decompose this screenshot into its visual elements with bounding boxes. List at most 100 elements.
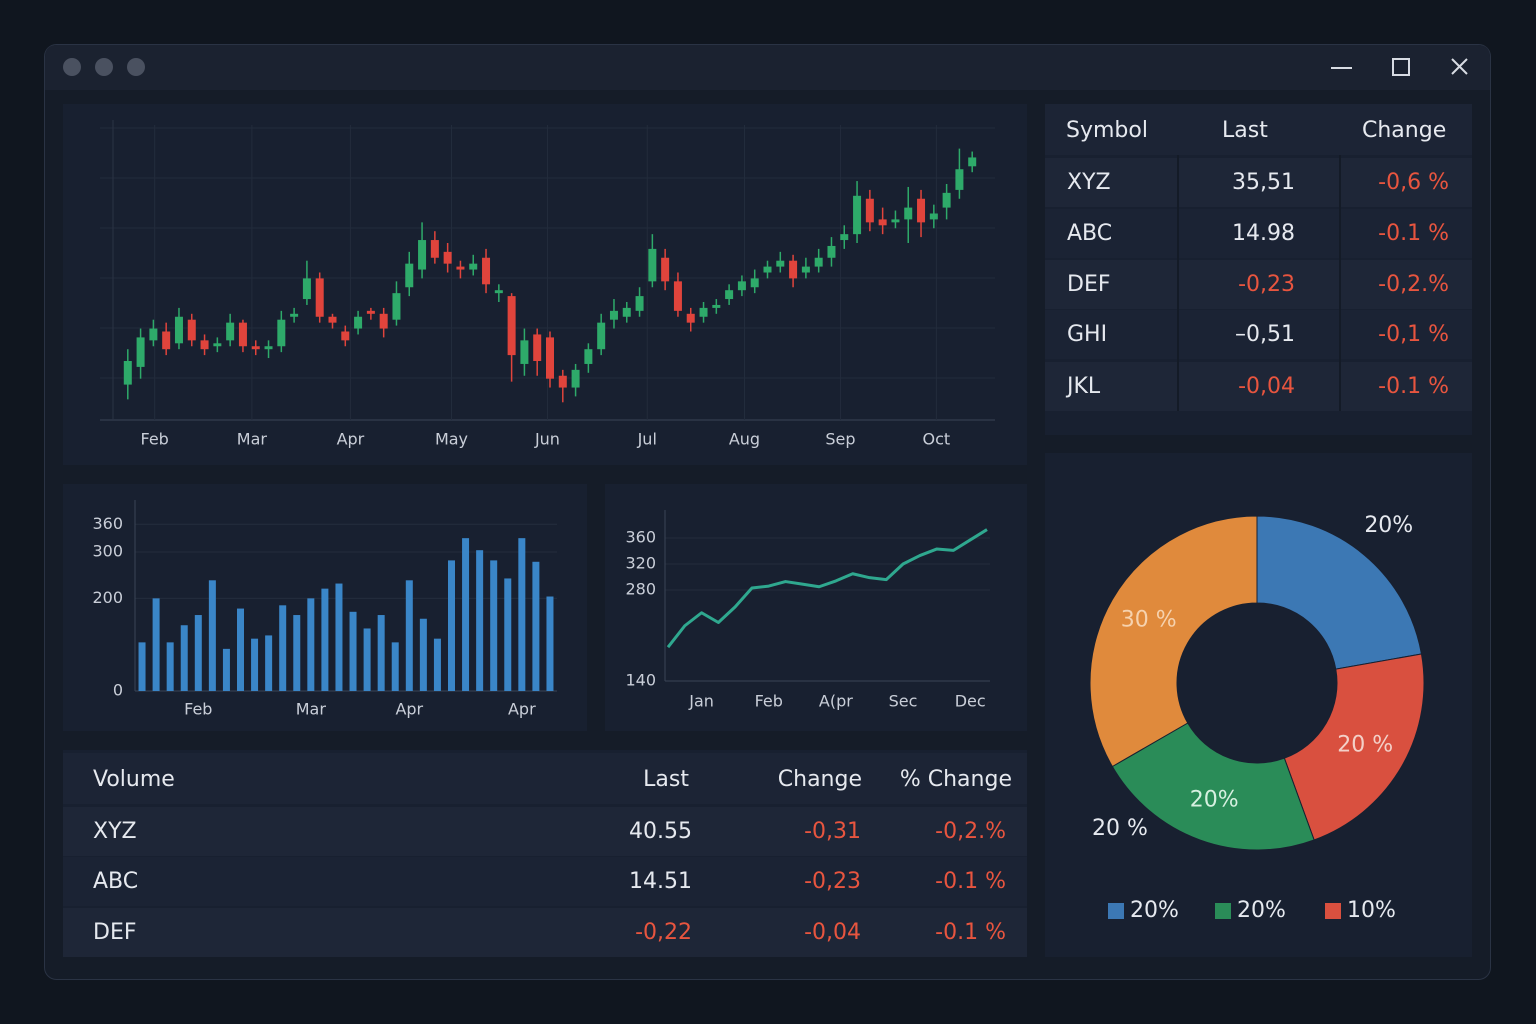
- column-header: Change: [1362, 118, 1446, 143]
- column-header: Volume: [93, 767, 175, 792]
- bar: [363, 628, 371, 691]
- bar: [504, 578, 512, 691]
- line-panel: [605, 484, 1027, 731]
- y-tick-label: 360: [92, 514, 123, 533]
- candle-body: [584, 349, 593, 364]
- candle-body: [648, 248, 657, 282]
- slice-label: 20%: [1364, 513, 1413, 538]
- candle-body: [622, 307, 631, 317]
- table-cell: 35,51: [1232, 170, 1295, 195]
- table-cell: -0,22: [635, 920, 692, 945]
- line-series: [666, 528, 988, 649]
- candle-body: [929, 213, 938, 220]
- candle-body: [341, 331, 350, 341]
- table-cell: DEF: [1067, 272, 1111, 297]
- maximize-button[interactable]: [1392, 58, 1410, 76]
- bar: [321, 588, 329, 691]
- bar: [419, 618, 427, 691]
- table-cell: -0,2.%: [935, 819, 1006, 844]
- candlestick-panel: [63, 104, 1027, 465]
- x-tick-label: Sec: [889, 692, 918, 711]
- table-row: [1045, 260, 1472, 309]
- bar: [307, 598, 315, 691]
- candle-body: [814, 257, 823, 267]
- candle-body: [430, 240, 439, 258]
- table-row: [1045, 209, 1472, 258]
- bar: [532, 561, 540, 691]
- bar: [546, 596, 554, 691]
- candle-body: [328, 316, 337, 323]
- candle-body: [213, 343, 222, 347]
- candle-body: [597, 322, 606, 350]
- table-cell: -0,6 %: [1378, 170, 1449, 195]
- x-tick-label: Aug: [729, 430, 760, 449]
- candle-body: [853, 195, 862, 235]
- table-cell: -0.1 %: [935, 869, 1006, 894]
- table-cell: 14.98: [1232, 221, 1295, 246]
- bar: [462, 538, 470, 691]
- bar: [152, 598, 160, 691]
- window-dot[interactable]: [95, 58, 113, 76]
- bar: [490, 560, 498, 691]
- window-dot[interactable]: [63, 58, 81, 76]
- pie-slice: [1089, 515, 1258, 768]
- close-button[interactable]: [1451, 58, 1468, 75]
- candle-body: [302, 278, 311, 300]
- candle-body: [878, 219, 887, 226]
- table-row: [1045, 310, 1472, 359]
- bar: [405, 580, 413, 691]
- candle-body: [238, 322, 247, 347]
- slice-label: 20%: [1190, 787, 1239, 812]
- bar: [391, 642, 399, 691]
- window-dot[interactable]: [127, 58, 145, 76]
- bar: [279, 605, 287, 691]
- candle-body: [251, 346, 260, 350]
- table-cell: ABC: [1067, 221, 1112, 246]
- y-tick-label: 300: [92, 542, 123, 561]
- candle-body: [725, 290, 734, 300]
- pie-slice: [1256, 515, 1423, 670]
- candle-body: [571, 369, 580, 388]
- table-row: [63, 857, 1027, 906]
- table-cell: -0,23: [1238, 272, 1295, 297]
- candle-body: [891, 219, 900, 223]
- title-bar: [45, 45, 1490, 90]
- bar: [138, 642, 146, 691]
- candle-body: [737, 281, 746, 291]
- candle-body: [366, 310, 375, 314]
- slice-annotation: 20 %: [1092, 816, 1148, 841]
- candle-body: [174, 316, 183, 344]
- candle-body: [865, 198, 874, 223]
- candle-body: [482, 257, 491, 285]
- column-header: Change: [778, 767, 862, 792]
- x-tick-label: Jul: [637, 430, 657, 449]
- legend-swatch: [1108, 903, 1124, 919]
- candle-body: [456, 266, 465, 270]
- column-header: Symbol: [1066, 118, 1148, 143]
- candle-body: [187, 319, 196, 341]
- candle-body: [827, 245, 836, 258]
- bar: [251, 638, 259, 691]
- slice-label: 20 %: [1337, 733, 1393, 758]
- candle-body: [750, 278, 759, 288]
- bar: [265, 635, 273, 691]
- candle-body: [609, 310, 618, 320]
- legend-label: 10%: [1347, 898, 1396, 923]
- candle-body: [942, 192, 951, 208]
- table-cell: XYZ: [1067, 170, 1111, 195]
- candle-body: [801, 266, 810, 273]
- candle-body: [149, 328, 158, 341]
- y-tick-label: 140: [625, 671, 656, 690]
- candle-body: [226, 322, 235, 341]
- bar: [377, 615, 385, 691]
- y-tick-label: 200: [92, 588, 123, 607]
- x-tick-label: Jan: [688, 692, 714, 711]
- table-cell: -0.1 %: [935, 920, 1006, 945]
- candle-body: [673, 281, 682, 311]
- candle-body: [917, 198, 926, 223]
- table-cell: -0,2.%: [1378, 272, 1449, 297]
- x-tick-label: May: [435, 430, 468, 449]
- slice-label: 30 %: [1121, 608, 1177, 633]
- candle-body: [162, 331, 171, 350]
- table-cell: -0,1 %: [1378, 322, 1449, 347]
